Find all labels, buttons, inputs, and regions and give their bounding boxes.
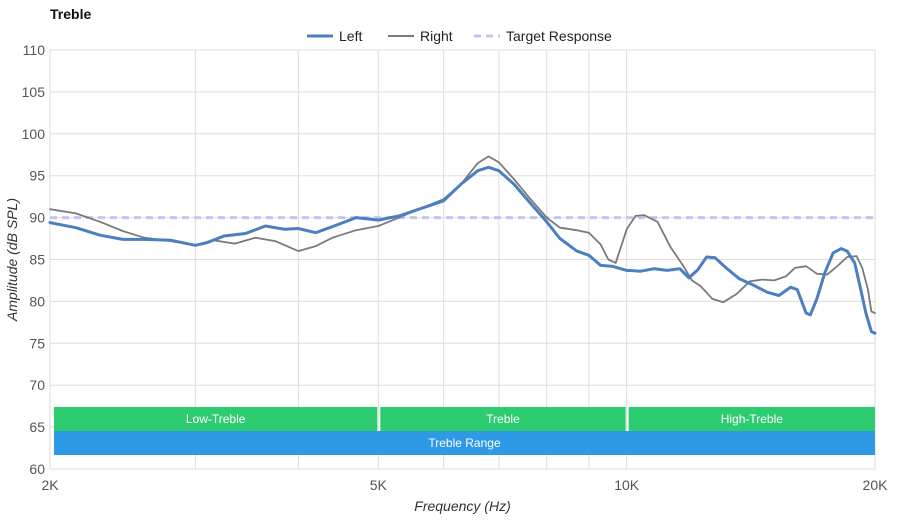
band-high-treble (628, 407, 875, 431)
y-tick-label: 105 (22, 84, 46, 100)
x-axis-label: Frequency (Hz) (414, 498, 510, 514)
y-tick-label: 75 (29, 335, 45, 351)
x-tick-label: 5K (370, 477, 388, 493)
band-treble (380, 407, 626, 431)
legend-item-right[interactable]: Right (388, 28, 453, 44)
series-group (48, 155, 877, 335)
frequency-bands: Low-Treble Treble High-Treble Treble Range (54, 407, 875, 455)
y-axis-label: Amplitude (dB SPL) (4, 198, 20, 322)
band-label: Treble (486, 412, 520, 426)
legend[interactable]: Left Right Target Response (307, 28, 612, 44)
y-axis-ticks: 60 65 70 75 80 85 90 95 100 105 110 (22, 42, 46, 477)
band-low-treble (54, 407, 378, 431)
x-tick-label: 20K (863, 477, 889, 493)
chart-title: Treble (50, 6, 91, 22)
band-label: Treble Range (428, 436, 501, 450)
legend-label: Right (420, 28, 453, 44)
x-tick-label: 10K (614, 477, 640, 493)
y-tick-label: 110 (23, 42, 46, 58)
y-tick-label: 85 (29, 252, 45, 268)
y-tick-label: 80 (29, 293, 45, 309)
legend-label: Target Response (506, 28, 612, 44)
y-tick-label: 70 (29, 377, 45, 393)
y-tick-label: 95 (29, 168, 45, 184)
y-tick-label: 65 (29, 419, 45, 435)
legend-item-target-response[interactable]: Target Response (474, 28, 612, 44)
legend-label: Left (339, 28, 362, 44)
legend-item-left[interactable]: Left (307, 28, 362, 44)
series-line-left (48, 165, 877, 335)
y-tick-label: 90 (29, 210, 45, 226)
band-label: Low-Treble (186, 412, 246, 426)
y-tick-label: 100 (22, 126, 46, 142)
x-axis-ticks: 2K 5K 10K 20K (41, 477, 888, 493)
series-line-right (49, 155, 876, 314)
band-treble-range (54, 431, 875, 455)
band-label: High-Treble (721, 412, 784, 426)
y-tick-label: 60 (29, 461, 45, 477)
x-tick-label: 2K (41, 477, 59, 493)
